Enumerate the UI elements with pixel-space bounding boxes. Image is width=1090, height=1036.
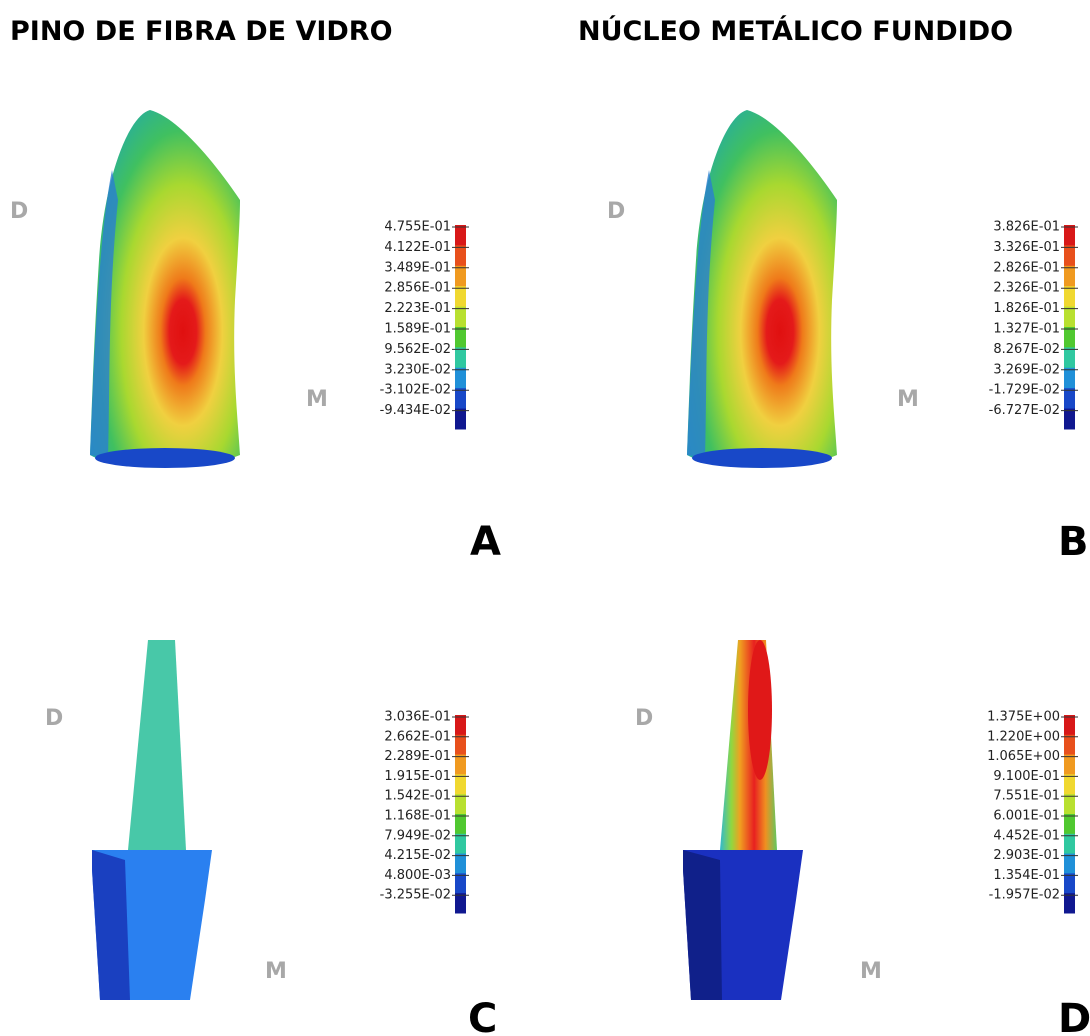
- legend-swatch: [455, 854, 466, 874]
- legend-label: 1.220E+00: [987, 729, 1060, 744]
- legend-swatch: [1064, 388, 1075, 409]
- side-label: M: [897, 387, 919, 412]
- legend-swatch: [1064, 286, 1075, 307]
- tooth-model: [90, 110, 240, 468]
- legend-label: 4.452E-01: [993, 828, 1060, 843]
- legend-label: 3.269E-02: [993, 362, 1060, 377]
- legend-label: 1.375E+00: [987, 710, 1060, 725]
- legend-swatch: [1064, 347, 1075, 368]
- legend-swatch: [455, 347, 466, 368]
- legend-label: 3.036E-01: [384, 710, 451, 725]
- legend-label: 1.327E-01: [993, 322, 1060, 337]
- legend-swatch: [455, 245, 466, 266]
- legend-label: 3.489E-01: [384, 260, 451, 275]
- legend-swatch: [1064, 225, 1075, 246]
- legend-swatch: [455, 327, 466, 348]
- legend-label: 9.100E-01: [993, 769, 1060, 784]
- legend-swatch: [1064, 893, 1075, 913]
- legend-swatch: [455, 266, 466, 287]
- legend-swatch: [1064, 245, 1075, 266]
- legend-label: 2.826E-01: [993, 260, 1060, 275]
- legend-swatch: [455, 307, 466, 328]
- tooth-model: [687, 110, 837, 468]
- legend-label: 1.065E+00: [987, 749, 1060, 764]
- legend-swatch: [1064, 854, 1075, 874]
- figure: PINO DE FIBRA DE VIDRO NÚCLEO METÁLICO F…: [0, 0, 1090, 1036]
- legend-swatch: [455, 225, 466, 246]
- legend-swatch: [455, 893, 466, 913]
- legend-swatch: [455, 774, 466, 794]
- legend-swatch: [455, 735, 466, 755]
- legend-swatch: [455, 368, 466, 389]
- legend-swatch: [1064, 755, 1075, 775]
- legend-label: -1.729E-02: [989, 383, 1060, 398]
- legend-swatch: [1064, 873, 1075, 893]
- legend-swatch: [455, 755, 466, 775]
- title: PINO DE FIBRA DE VIDRO: [10, 16, 393, 47]
- side-label: D: [607, 199, 625, 224]
- post-model: [92, 640, 212, 1000]
- legend-label: 6.001E-01: [993, 809, 1060, 824]
- legend-swatch: [455, 715, 466, 735]
- legend-swatch: [1064, 307, 1075, 328]
- legend-swatch: [1064, 715, 1075, 735]
- legend-swatch: [1064, 814, 1075, 834]
- legend-label: 1.354E-01: [993, 868, 1060, 883]
- legend-label: 2.856E-01: [384, 281, 451, 296]
- legend-swatch: [1064, 409, 1075, 430]
- panel-letter: C: [468, 996, 497, 1036]
- legend-swatch: [1064, 774, 1075, 794]
- side-label: D: [10, 199, 28, 224]
- legend-label: 3.826E-01: [993, 220, 1060, 235]
- side-label: M: [265, 959, 287, 984]
- legend-label: 4.215E-02: [384, 848, 451, 863]
- legend-swatch: [455, 388, 466, 409]
- legend-label: 4.122E-01: [384, 240, 451, 255]
- legend-label: 7.551E-01: [993, 789, 1060, 804]
- legend-label: 3.326E-01: [993, 240, 1060, 255]
- legend-swatch: [1064, 794, 1075, 814]
- legend-label: 2.326E-01: [993, 281, 1060, 296]
- legend-label: 1.826E-01: [993, 301, 1060, 316]
- panel-letter: B: [1058, 519, 1089, 565]
- side-label: M: [860, 959, 882, 984]
- side-label: D: [45, 706, 63, 731]
- legend-label: -3.102E-02: [380, 383, 451, 398]
- legend-label: 4.800E-03: [384, 868, 451, 883]
- legend-label: 8.267E-02: [993, 342, 1060, 357]
- legend-swatch: [1064, 266, 1075, 287]
- legend-swatch: [1064, 834, 1075, 854]
- legend-swatch: [1064, 735, 1075, 755]
- legend-swatch: [455, 834, 466, 854]
- legend-label: 2.223E-01: [384, 301, 451, 316]
- legend-swatch: [455, 873, 466, 893]
- legend-label: -6.727E-02: [989, 403, 1060, 418]
- legend-swatch: [455, 409, 466, 430]
- legend-label: -1.957E-02: [989, 888, 1060, 903]
- side-label: M: [306, 387, 328, 412]
- legend-label: 9.562E-02: [384, 342, 451, 357]
- legend-swatch: [455, 814, 466, 834]
- legend-label: -9.434E-02: [380, 403, 451, 418]
- post-model: [683, 640, 803, 1000]
- legend-swatch: [1064, 327, 1075, 348]
- legend-label: 1.168E-01: [384, 809, 451, 824]
- legend-label: 7.949E-02: [384, 828, 451, 843]
- side-label: D: [635, 706, 653, 731]
- panel-letter: A: [470, 519, 501, 565]
- legend-swatch: [455, 286, 466, 307]
- legend-swatch: [1064, 368, 1075, 389]
- legend-label: -3.255E-02: [380, 888, 451, 903]
- legend-label: 2.289E-01: [384, 749, 451, 764]
- panel-letter: D: [1058, 996, 1090, 1036]
- legend-label: 2.903E-01: [993, 848, 1060, 863]
- legend-label: 1.589E-01: [384, 322, 451, 337]
- legend-label: 1.915E-01: [384, 769, 451, 784]
- legend-label: 2.662E-01: [384, 729, 451, 744]
- legend-label: 3.230E-02: [384, 362, 451, 377]
- legend-swatch: [455, 794, 466, 814]
- legend-label: 4.755E-01: [384, 220, 451, 235]
- legend-label: 1.542E-01: [384, 789, 451, 804]
- title: NÚCLEO METÁLICO FUNDIDO: [578, 15, 1013, 47]
